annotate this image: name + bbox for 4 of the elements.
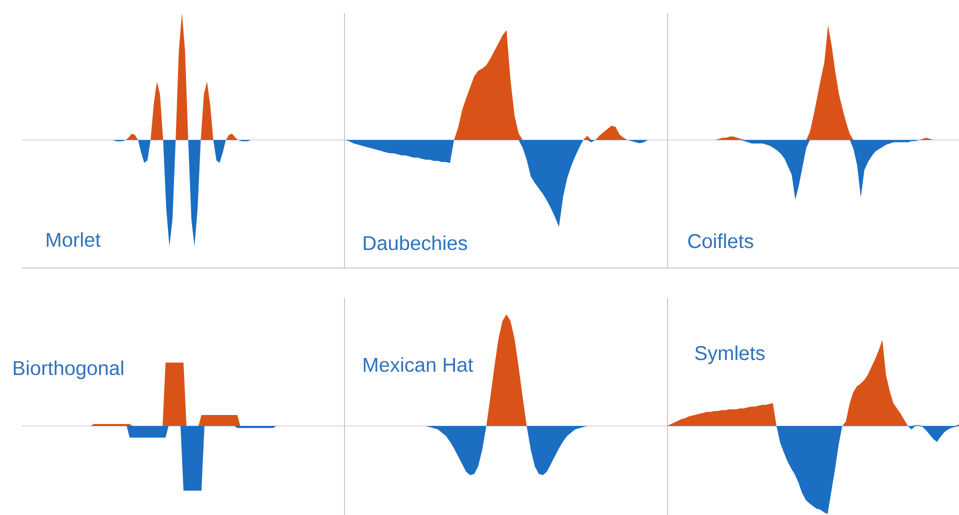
chart-title: Biorthogonal [14,360,124,380]
text: Morlet [46,232,101,247]
text: Coiflets [688,234,754,248]
chart-title: Symlets [695,346,765,364]
